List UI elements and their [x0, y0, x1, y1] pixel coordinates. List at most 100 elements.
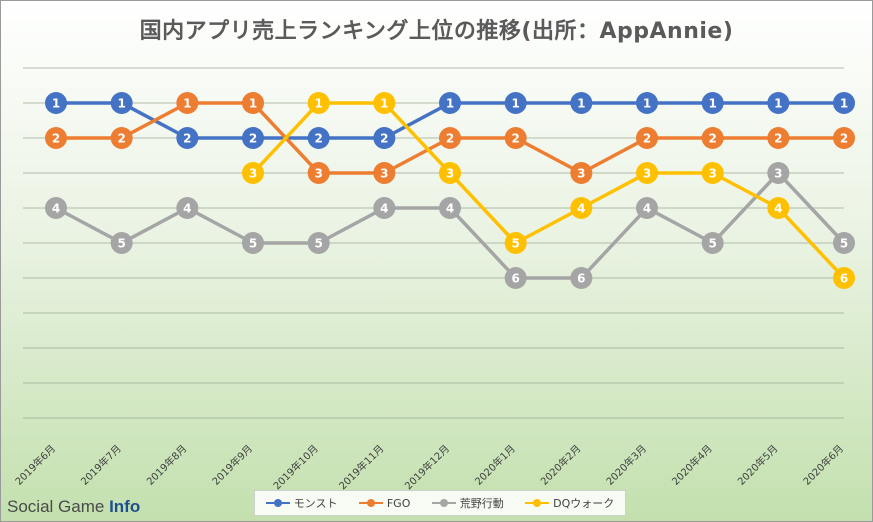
data-label: 1	[117, 97, 125, 111]
data-label: 3	[314, 167, 322, 181]
data-label: 1	[314, 97, 322, 111]
data-label: 2	[117, 132, 125, 146]
data-point	[110, 232, 133, 254]
data-label: 5	[117, 237, 125, 251]
data-label: 4	[774, 202, 782, 216]
data-point	[767, 162, 790, 184]
data-point	[833, 267, 855, 289]
legend-item: DQウォーク	[525, 495, 614, 511]
data-point	[307, 162, 330, 184]
data-label: 3	[708, 167, 716, 181]
data-label: 2	[380, 132, 388, 146]
data-label: 4	[446, 202, 454, 216]
legend-label: 荒野行動	[459, 497, 504, 510]
x-tick-label: 2019年11月	[336, 442, 386, 492]
data-label: 1	[446, 97, 454, 111]
data-label: 1	[511, 97, 519, 111]
data-label: 3	[577, 167, 585, 181]
data-label: 4	[643, 202, 651, 216]
x-tick-label: 2020年1月	[472, 442, 518, 488]
data-label: 5	[314, 237, 322, 251]
data-point	[176, 127, 199, 149]
data-point	[701, 127, 724, 149]
data-point	[504, 92, 527, 114]
data-point	[504, 267, 527, 289]
legend-label: モンスト	[293, 497, 338, 510]
legend-item: 荒野行動	[431, 495, 504, 511]
data-point	[439, 162, 461, 184]
data-label: 1	[643, 97, 651, 111]
data-point	[636, 162, 658, 184]
data-point	[373, 162, 396, 184]
data-point	[110, 92, 133, 114]
data-label: 2	[314, 132, 322, 146]
data-label: 2	[183, 132, 191, 146]
x-tick-label: 2019年10月	[270, 442, 320, 492]
data-point	[767, 127, 790, 149]
data-point	[373, 197, 396, 219]
brand-logo: Social Game Info	[7, 497, 140, 517]
x-tick-label: 2019年6月	[12, 442, 58, 488]
data-point	[373, 127, 396, 149]
data-label: 6	[840, 272, 848, 286]
data-point	[439, 197, 461, 219]
data-label: 2	[511, 132, 519, 146]
data-point	[176, 92, 199, 114]
data-point	[636, 127, 658, 149]
data-label: 2	[774, 132, 782, 146]
data-point	[636, 92, 658, 114]
x-tick-label: 2019年8月	[144, 442, 190, 488]
x-tick-label: 2020年4月	[669, 442, 715, 488]
data-label: 2	[52, 132, 60, 146]
data-point	[570, 197, 593, 219]
data-point	[45, 92, 67, 114]
data-point	[242, 127, 264, 149]
data-point	[570, 92, 593, 114]
data-label: 1	[380, 97, 388, 111]
data-point	[439, 92, 461, 114]
data-label: 1	[774, 97, 782, 111]
data-label: 5	[708, 237, 716, 251]
data-point	[242, 92, 264, 114]
data-point	[242, 162, 264, 184]
data-label: 6	[577, 272, 585, 286]
data-label: 2	[840, 132, 848, 146]
data-label: 1	[577, 97, 585, 111]
data-point	[767, 92, 790, 114]
data-label: 4	[380, 202, 388, 216]
data-point	[110, 127, 133, 149]
x-tick-label: 2020年5月	[735, 442, 781, 488]
data-point	[504, 232, 527, 254]
legend-item: モンスト	[265, 495, 338, 511]
data-point	[307, 232, 330, 254]
data-label: 3	[380, 167, 388, 181]
series-line	[251, 101, 846, 280]
data-label: 4	[577, 202, 585, 216]
data-label: 3	[249, 167, 257, 181]
data-label: 2	[446, 132, 454, 146]
data-label: 4	[52, 202, 60, 216]
data-label: 5	[511, 237, 519, 251]
chart-legend: モンスト FGO 荒野行動 DQウォーク	[254, 490, 626, 516]
data-label: 6	[511, 272, 519, 286]
legend-swatch	[525, 498, 550, 508]
data-point	[439, 127, 461, 149]
legend-item: FGO	[358, 497, 410, 510]
data-point	[767, 197, 790, 219]
data-label: 2	[643, 132, 651, 146]
data-point	[45, 197, 67, 219]
data-label: 1	[183, 97, 191, 111]
x-tick-label: 2020年2月	[538, 442, 584, 488]
x-tick-label: 2020年3月	[603, 442, 649, 488]
data-label: 3	[643, 167, 651, 181]
legend-swatch	[265, 498, 290, 508]
data-point	[504, 127, 527, 149]
data-point	[701, 162, 724, 184]
data-label: 3	[446, 167, 454, 181]
legend-swatch	[358, 498, 383, 508]
brand-text: Social Game	[7, 497, 105, 516]
data-label: 5	[249, 237, 257, 251]
data-point	[307, 92, 330, 114]
